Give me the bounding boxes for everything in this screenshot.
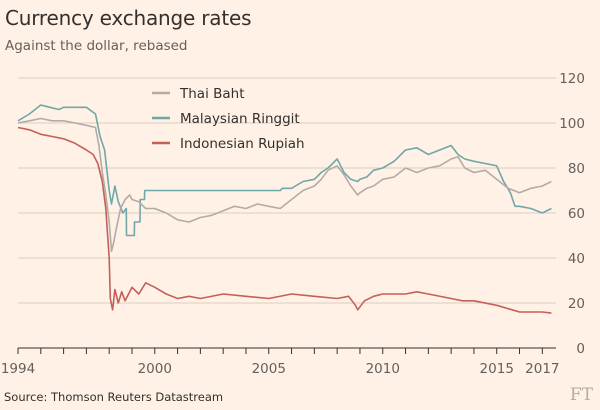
series-line-thai-baht xyxy=(17,117,552,253)
legend-label: Thai Baht xyxy=(179,86,245,102)
x-tick-label: 2015 xyxy=(480,361,514,377)
x-tick-label: 2010 xyxy=(366,361,400,377)
y-tick-label: 40 xyxy=(568,251,585,267)
y-tick-label: 100 xyxy=(559,116,585,132)
y-tick-label: 120 xyxy=(559,71,585,87)
series-line-indonesian-rupiah xyxy=(17,126,552,314)
series-line-malaysian-ringgit xyxy=(17,104,552,237)
chart-title: Currency exchange rates xyxy=(5,6,252,30)
x-tick-label: 2005 xyxy=(252,361,286,377)
series-group xyxy=(17,104,552,314)
x-axis: 1994 2000 2005 2010 2015 2017 xyxy=(1,347,560,377)
y-tick-label: 0 xyxy=(576,341,585,357)
gridlines: 0 20 40 60 80 100 120 xyxy=(18,71,585,357)
legend-label: Malaysian Ringgit xyxy=(180,111,300,127)
x-tick-label: 1994 xyxy=(1,361,35,377)
x-tick-label: 2017 xyxy=(525,361,559,377)
ft-logo: FT xyxy=(569,385,593,405)
y-tick-label: 20 xyxy=(568,296,585,312)
x-tick-label: 2000 xyxy=(138,361,172,377)
y-tick-label: 80 xyxy=(568,161,585,177)
chart-subtitle: Against the dollar, rebased xyxy=(5,38,188,54)
y-tick-label: 60 xyxy=(568,206,585,222)
chart-source: Source: Thomson Reuters Datastream xyxy=(4,390,224,404)
legend: Thai Baht Malaysian Ringgit Indonesian Rup… xyxy=(152,86,305,152)
legend-label: Indonesian Rupiah xyxy=(180,136,305,152)
